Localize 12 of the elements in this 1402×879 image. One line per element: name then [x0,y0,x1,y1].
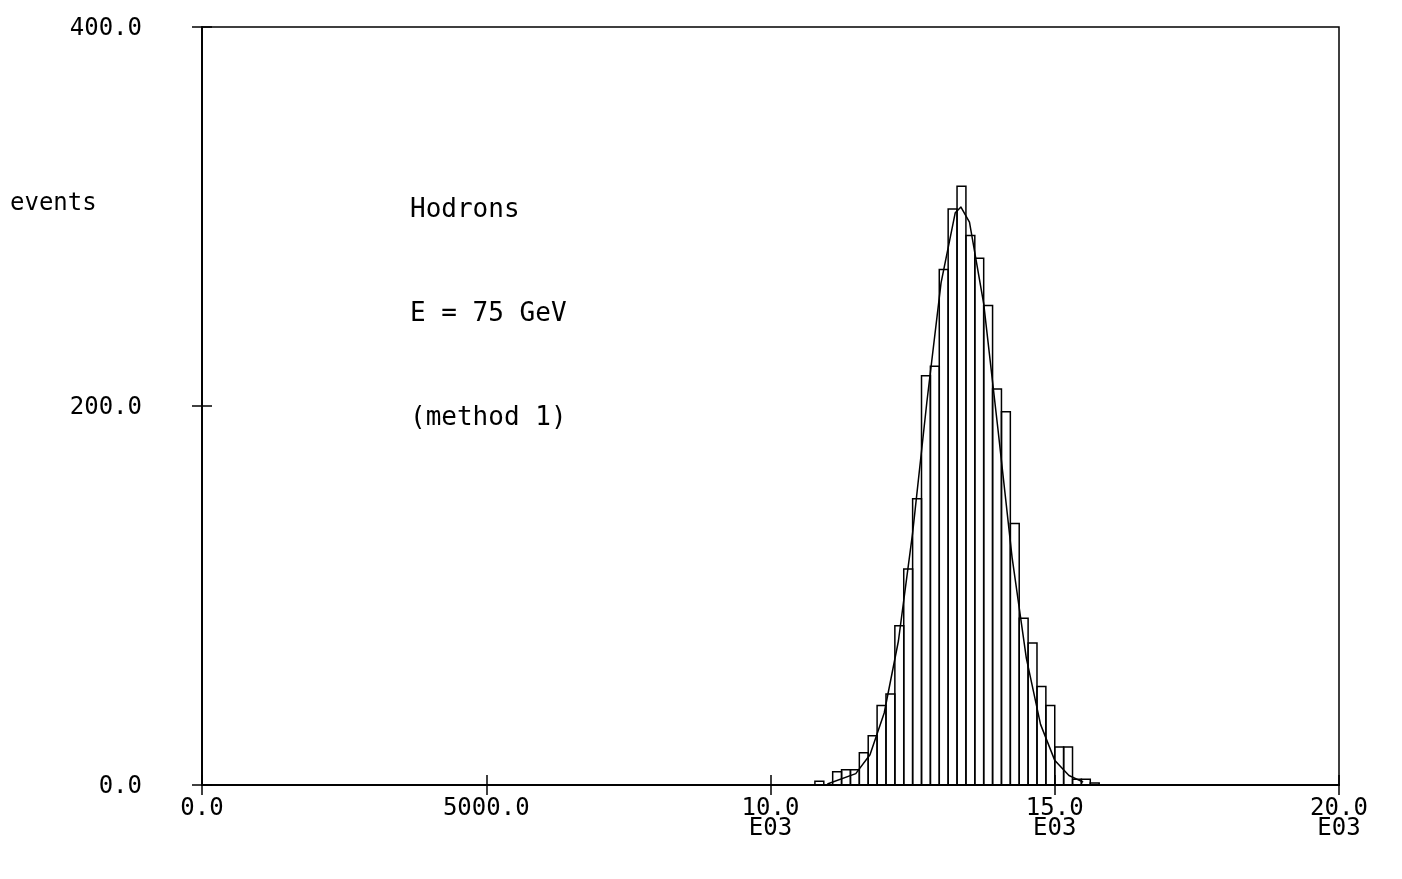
x-tick-label: 0.0 [180,793,224,821]
y-axis-title: events [10,188,97,216]
y-tick-label: 200.0 [69,392,142,420]
x-tick-label: 15.0 E03 [1025,793,1084,841]
annotation: (method 1) [410,401,567,431]
annotation: Hodrons [410,193,520,223]
y-tick-label: 400.0 [69,13,142,41]
annotation: E = 75 GeV [410,297,567,327]
x-tick-label: 20.0 E03 [1310,793,1368,841]
x-tick-label: 10.0 E03 [741,793,800,841]
x-tick-label: 5000.0 [442,793,530,821]
y-tick-label: 0.0 [98,771,142,799]
